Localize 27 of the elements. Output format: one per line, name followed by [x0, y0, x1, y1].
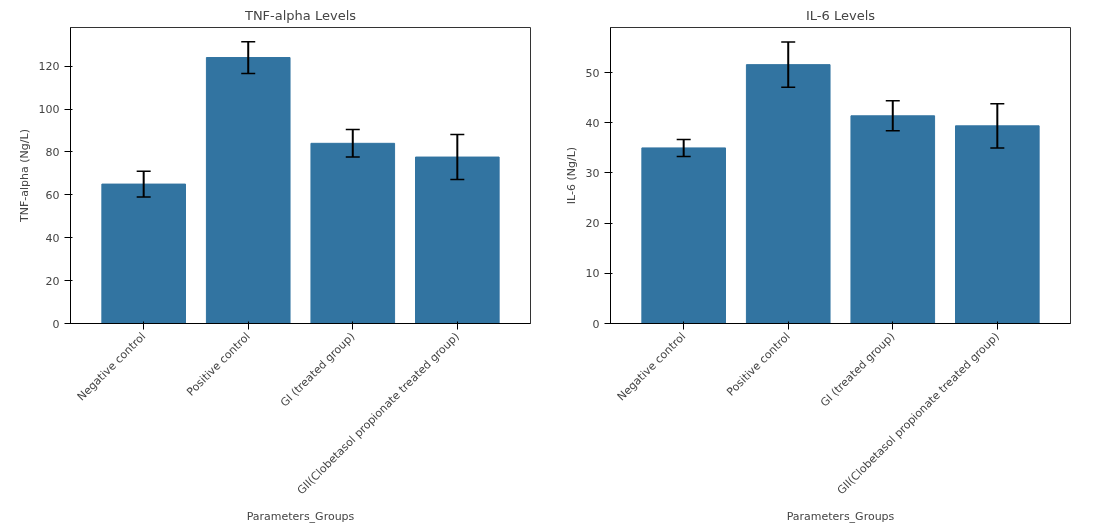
bar — [205, 57, 291, 324]
y-tick-label: 20 — [45, 274, 60, 288]
y-tick-label: 20 — [585, 217, 600, 231]
bar — [850, 115, 936, 324]
y-tick-label: 100 — [38, 103, 60, 117]
chart-title: IL-6 Levels — [805, 7, 876, 23]
bar — [745, 64, 831, 324]
x-axis-title: Parameters_Groups — [786, 509, 895, 523]
y-tick-label: 40 — [585, 116, 600, 130]
bar — [955, 125, 1040, 324]
bar — [415, 156, 500, 324]
y-tick-label: 40 — [45, 231, 60, 245]
bar — [310, 142, 396, 324]
y-tick-label: 0 — [592, 317, 600, 331]
y-tick-label: 30 — [585, 166, 600, 180]
y-tick-label: 60 — [45, 188, 60, 202]
y-tick-label: 10 — [585, 267, 600, 281]
y-axis-title: TNF-alpha (Ng/L) — [17, 129, 31, 223]
y-axis-title: IL-6 (Ng/L) — [564, 146, 578, 205]
y-tick-label: 50 — [585, 66, 600, 80]
bar — [641, 147, 726, 324]
bar — [101, 183, 186, 324]
y-tick-label: 0 — [52, 317, 60, 331]
y-tick-label: 80 — [45, 145, 60, 159]
y-tick-label: 120 — [38, 60, 60, 74]
x-axis-title: Parameters_Groups — [246, 509, 355, 523]
chart-title: TNF-alpha Levels — [243, 7, 357, 23]
